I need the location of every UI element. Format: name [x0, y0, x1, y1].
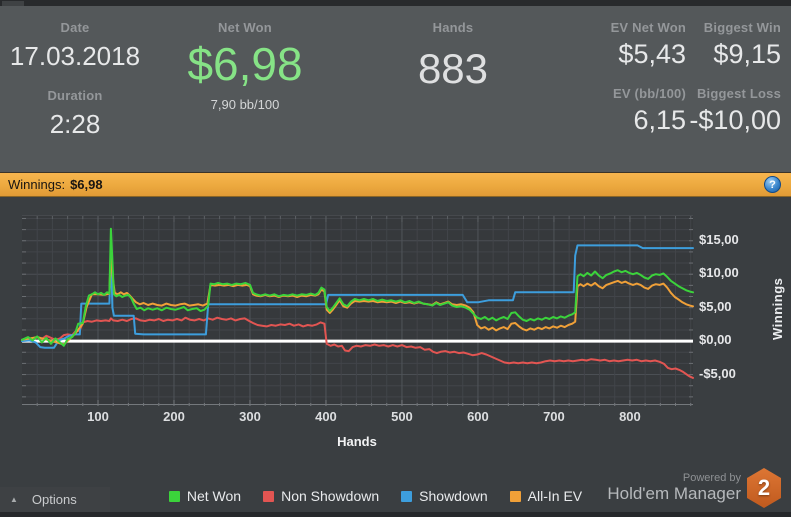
- brand-name: Hold'em Manager: [607, 484, 741, 503]
- stat-biggest: Biggest Win $9,15 Biggest Loss -$10,00: [686, 6, 791, 172]
- bottom-strip: [0, 512, 791, 517]
- x-tick-label: 100: [87, 409, 109, 424]
- biggest-win-label: Biggest Win: [703, 20, 781, 35]
- chart-legend: Net Won Non Showdown Showdown All-In EV: [110, 488, 641, 504]
- legend-label: Showdown: [419, 488, 488, 504]
- hands-label: Hands: [432, 20, 474, 35]
- x-tick-label: 700: [543, 409, 565, 424]
- duration-value: 2:28: [49, 109, 101, 139]
- legend-swatch-icon: [168, 490, 180, 502]
- legend-item-non-showdown[interactable]: Non Showdown: [263, 488, 379, 504]
- powered-by-label: Powered by: [682, 472, 741, 484]
- winnings-section-header[interactable]: Winnings: $6,98 ?: [0, 172, 791, 197]
- legend-item-all-in-ev[interactable]: All-In EV: [509, 488, 583, 504]
- duration-label: Duration: [47, 88, 103, 103]
- brand-text: Powered by Hold'em Manager: [607, 472, 741, 504]
- stat-ev: EV Net Won $5,43 EV (bb/100) 6,15: [566, 6, 686, 172]
- chart-canvas: [21, 216, 694, 406]
- x-tick-label: 500: [391, 409, 413, 424]
- legend-swatch-icon: [509, 490, 521, 502]
- y-tick-label: $5,00: [699, 298, 732, 314]
- powered-by-branding: Powered by Hold'em Manager 2: [607, 468, 781, 508]
- help-icon[interactable]: ?: [764, 176, 781, 193]
- top-tab[interactable]: [2, 1, 24, 6]
- chevron-up-icon: ▲: [10, 495, 18, 504]
- biggest-win-value: $9,15: [713, 39, 781, 69]
- options-button[interactable]: ▲ Options: [0, 487, 110, 512]
- stat-net-won: Net Won $6,98 7,90 bb/100: [150, 6, 340, 172]
- x-tick-label: 400: [315, 409, 337, 424]
- y-tick-label: $15,00: [699, 231, 739, 247]
- stat-hands: Hands 883: [340, 6, 566, 172]
- x-tick-label: 300: [239, 409, 261, 424]
- winnings-label: Winnings:: [8, 177, 66, 192]
- winnings-chart-plot: [21, 215, 694, 406]
- top-strip: [0, 0, 791, 6]
- hm2-hexagon-logo-icon: 2: [747, 468, 781, 508]
- legend-item-showdown[interactable]: Showdown: [401, 488, 488, 504]
- legend-label: Net Won: [186, 488, 242, 504]
- ev-net-won-label: EV Net Won: [610, 20, 686, 35]
- x-tick-label: 800: [619, 409, 641, 424]
- biggest-loss-label: Biggest Loss: [696, 86, 781, 101]
- session-stats-panel: Date 17.03.2018 Duration 2:28 Net Won $6…: [0, 6, 791, 172]
- x-tick-label: 600: [467, 409, 489, 424]
- x-axis-title: Hands: [337, 434, 377, 449]
- options-label: Options: [31, 492, 77, 507]
- y-tick-label: -$5,00: [699, 365, 736, 381]
- date-label: Date: [60, 20, 90, 35]
- ev-net-won-value: $5,43: [618, 39, 686, 69]
- bb100-value: 7,90 bb/100: [210, 97, 280, 112]
- legend-swatch-icon: [401, 490, 413, 502]
- ev-bb100-value: 6,15: [633, 105, 686, 135]
- date-value: 17.03.2018: [9, 41, 141, 71]
- stat-date-duration: Date 17.03.2018 Duration 2:28: [0, 6, 150, 172]
- net-won-label: Net Won: [218, 20, 272, 35]
- biggest-loss-value: -$10,00: [689, 105, 781, 135]
- brand-badge: 2: [757, 475, 771, 500]
- y-axis-title: Winnings: [770, 277, 785, 341]
- winnings-chart-section: 100 200 300 400 500 600 700 800 $15,00 $10,00 $5,…: [0, 197, 791, 517]
- hands-value: 883: [417, 45, 489, 92]
- x-tick-label: 200: [163, 409, 185, 424]
- legend-swatch-icon: [263, 490, 275, 502]
- y-tick-label: $0,00: [699, 332, 732, 348]
- legend-item-net-won[interactable]: Net Won: [168, 488, 242, 504]
- net-won-value: $6,98: [187, 38, 303, 90]
- ev-bb100-label: EV (bb/100): [613, 86, 686, 101]
- legend-label: Non Showdown: [281, 488, 380, 504]
- y-tick-label: $10,00: [699, 265, 739, 281]
- winnings-value: $6,98: [70, 177, 103, 192]
- legend-label: All-In EV: [527, 488, 583, 504]
